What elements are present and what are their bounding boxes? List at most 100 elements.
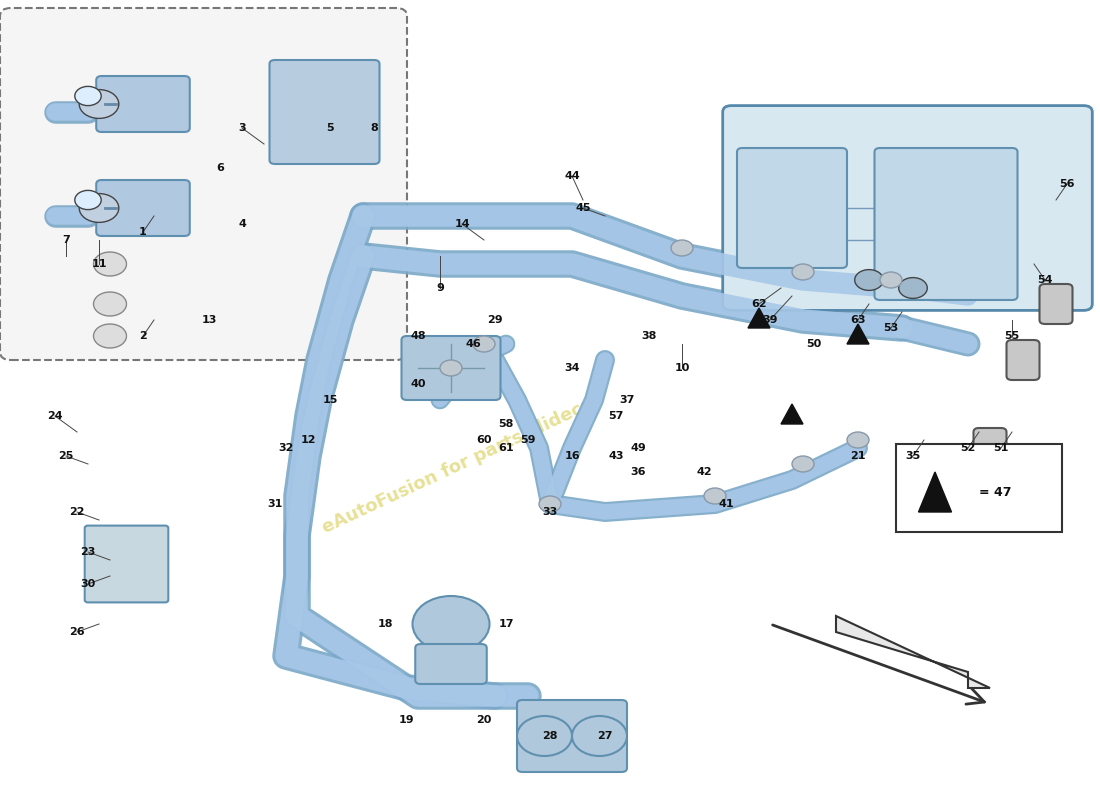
Text: 28: 28 <box>542 731 558 741</box>
Circle shape <box>75 190 101 210</box>
Circle shape <box>79 194 119 222</box>
Circle shape <box>704 488 726 504</box>
FancyBboxPatch shape <box>0 8 407 360</box>
Circle shape <box>94 252 126 276</box>
Circle shape <box>899 278 927 298</box>
Text: 6: 6 <box>216 163 224 173</box>
FancyBboxPatch shape <box>85 526 168 602</box>
Text: 34: 34 <box>564 363 580 373</box>
Text: 12: 12 <box>300 435 316 445</box>
Text: 62: 62 <box>751 299 767 309</box>
Text: 17: 17 <box>498 619 514 629</box>
FancyBboxPatch shape <box>974 428 1006 468</box>
Circle shape <box>855 270 883 290</box>
Text: 3: 3 <box>239 123 245 133</box>
Text: 55: 55 <box>1004 331 1020 341</box>
Circle shape <box>473 336 495 352</box>
Text: 57: 57 <box>608 411 624 421</box>
Circle shape <box>440 360 462 376</box>
Text: 50: 50 <box>806 339 822 349</box>
Text: 38: 38 <box>641 331 657 341</box>
Text: 42: 42 <box>696 467 712 477</box>
Circle shape <box>792 456 814 472</box>
Text: 22: 22 <box>69 507 85 517</box>
Text: 45: 45 <box>575 203 591 213</box>
Circle shape <box>880 272 902 288</box>
Text: 44: 44 <box>564 171 580 181</box>
Circle shape <box>79 90 119 118</box>
Text: 18: 18 <box>377 619 393 629</box>
Text: 30: 30 <box>80 579 96 589</box>
Text: 37: 37 <box>619 395 635 405</box>
Text: 27: 27 <box>597 731 613 741</box>
Circle shape <box>94 292 126 316</box>
FancyBboxPatch shape <box>723 106 1092 310</box>
FancyBboxPatch shape <box>517 700 627 772</box>
Text: 58: 58 <box>498 419 514 429</box>
Text: 24: 24 <box>47 411 63 421</box>
Text: 14: 14 <box>454 219 470 229</box>
Text: 10: 10 <box>674 363 690 373</box>
FancyBboxPatch shape <box>270 60 380 164</box>
Text: 39: 39 <box>762 315 778 325</box>
Text: = 47: = 47 <box>979 486 1012 498</box>
Text: 49: 49 <box>630 443 646 453</box>
Circle shape <box>847 432 869 448</box>
Text: 60: 60 <box>476 435 492 445</box>
Text: 19: 19 <box>399 715 415 725</box>
FancyBboxPatch shape <box>874 148 1018 300</box>
FancyBboxPatch shape <box>97 180 189 236</box>
FancyBboxPatch shape <box>896 444 1062 532</box>
FancyBboxPatch shape <box>1006 340 1040 380</box>
Circle shape <box>412 596 490 652</box>
Text: 7: 7 <box>62 235 70 245</box>
Text: 11: 11 <box>91 259 107 269</box>
Polygon shape <box>847 324 869 344</box>
Circle shape <box>792 264 814 280</box>
Text: 51: 51 <box>993 443 1009 453</box>
Text: 61: 61 <box>498 443 514 453</box>
Polygon shape <box>918 472 952 512</box>
Circle shape <box>539 496 561 512</box>
Text: 9: 9 <box>436 283 444 293</box>
Text: 1: 1 <box>139 227 147 237</box>
FancyBboxPatch shape <box>97 76 189 132</box>
Polygon shape <box>748 308 770 328</box>
Text: 54: 54 <box>1037 275 1053 285</box>
Text: 36: 36 <box>630 467 646 477</box>
Polygon shape <box>781 404 803 424</box>
Text: 56: 56 <box>1059 179 1075 189</box>
Text: 23: 23 <box>80 547 96 557</box>
Text: 32: 32 <box>278 443 294 453</box>
Text: 8: 8 <box>370 123 378 133</box>
Text: 59: 59 <box>520 435 536 445</box>
Circle shape <box>572 716 627 756</box>
Text: 2: 2 <box>139 331 147 341</box>
Text: 16: 16 <box>564 451 580 461</box>
Text: 4: 4 <box>238 219 246 229</box>
FancyBboxPatch shape <box>1040 284 1072 324</box>
Text: 35: 35 <box>905 451 921 461</box>
Circle shape <box>94 324 126 348</box>
Text: 31: 31 <box>267 499 283 509</box>
Circle shape <box>671 240 693 256</box>
FancyArrowPatch shape <box>772 625 984 704</box>
Circle shape <box>75 86 101 106</box>
Text: 29: 29 <box>487 315 503 325</box>
Text: 33: 33 <box>542 507 558 517</box>
Text: 13: 13 <box>201 315 217 325</box>
Text: 21: 21 <box>850 451 866 461</box>
Text: eAutoFusion for parts.slidecar: eAutoFusion for parts.slidecar <box>319 391 605 537</box>
Text: 41: 41 <box>718 499 734 509</box>
FancyBboxPatch shape <box>415 644 486 684</box>
Text: 52: 52 <box>960 443 976 453</box>
Text: 20: 20 <box>476 715 492 725</box>
Text: 48: 48 <box>410 331 426 341</box>
FancyBboxPatch shape <box>402 336 500 400</box>
Polygon shape <box>836 616 990 688</box>
Text: 15: 15 <box>322 395 338 405</box>
Text: 40: 40 <box>410 379 426 389</box>
Text: 5: 5 <box>327 123 333 133</box>
Circle shape <box>517 716 572 756</box>
Text: 53: 53 <box>883 323 899 333</box>
